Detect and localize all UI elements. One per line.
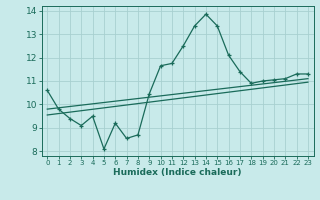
X-axis label: Humidex (Indice chaleur): Humidex (Indice chaleur) bbox=[113, 168, 242, 177]
